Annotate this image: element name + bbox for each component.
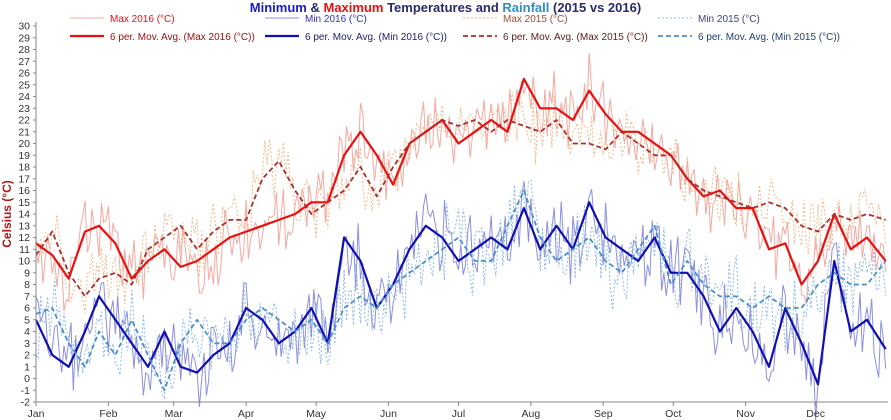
y-tick-label: -1 xyxy=(21,385,30,397)
legend-label-min2016-daily: Min 2016 (°C) xyxy=(305,14,367,25)
legend-label-max2016-avg: 6 per. Mov. Avg. (Max 2016 (°C)) xyxy=(110,32,255,43)
title-rainfall: Rainfall xyxy=(502,0,550,15)
y-tick-label: 27 xyxy=(18,56,30,68)
y-tick-label: 8 xyxy=(24,279,30,291)
x-tick-label-nov: Nov xyxy=(736,408,755,420)
y-tick-label: 22 xyxy=(18,115,30,127)
y-tick-label: 30 xyxy=(18,21,30,33)
chart-title: Minimum & Maximum Temperatures and Rainf… xyxy=(0,0,891,16)
x-tick-label-may: May xyxy=(306,408,327,420)
y-tick-label: 25 xyxy=(18,79,30,91)
y-tick-label: 7 xyxy=(24,291,30,303)
series-line-max2015-daily xyxy=(35,91,887,313)
y-tick-label: 29 xyxy=(18,32,30,44)
x-tick-label-sep: Sep xyxy=(594,408,613,420)
series-line-max2015-avg xyxy=(35,119,886,298)
legend-label-min2015-daily: Min 2015 (°C) xyxy=(698,14,760,25)
legend-label-max2015-daily: Max 2015 (°C) xyxy=(503,14,568,25)
x-tick-label-dec: Dec xyxy=(806,408,825,420)
series-line-max2016-avg xyxy=(35,77,887,286)
y-tick-label: 5 xyxy=(24,314,30,326)
y-tick-label: 12 xyxy=(18,232,30,244)
y-tick-label: 26 xyxy=(18,68,30,80)
x-tick-label-jul: Jul xyxy=(452,408,465,420)
y-tick-label: 23 xyxy=(18,103,30,115)
y-tick-label: 6 xyxy=(24,303,30,315)
title-middle: Temperatures and xyxy=(383,0,503,15)
daily-lines-group xyxy=(35,52,887,420)
y-tick-label: 3 xyxy=(24,338,30,350)
series-line-max2016-daily xyxy=(35,52,887,312)
y-tick-label: 14 xyxy=(18,209,30,221)
y-tick-label: 4 xyxy=(24,326,30,338)
moving-average-lines-group xyxy=(35,77,887,392)
legend-group: Max 2016 (°C) Min 2016 (°C) Max 2015 (°C) M… xyxy=(70,14,840,43)
y-tick-label: 15 xyxy=(18,197,30,209)
y-tick-label: 2 xyxy=(24,350,30,362)
legend-label-max2016-daily: Max 2016 (°C) xyxy=(110,14,175,25)
y-tick-label: 18 xyxy=(18,162,30,174)
legend-label-min2016-avg: 6 per. Mov. Avg. (Min 2016 (°C)) xyxy=(305,32,447,43)
x-tick-label-oct: Oct xyxy=(665,408,681,420)
series-line-min2015-avg xyxy=(35,189,887,392)
y-tick-label: 28 xyxy=(18,44,30,56)
y-tick-label: 17 xyxy=(18,173,30,185)
y-tick-label: -2 xyxy=(21,397,30,409)
series-line-min2016-daily xyxy=(35,181,887,420)
y-tick-label: 13 xyxy=(18,220,30,232)
series-line-min2015-daily xyxy=(35,179,887,400)
x-tick-label-feb: Feb xyxy=(99,408,117,420)
y-axis-label: Celsius (°C) xyxy=(0,180,14,247)
title-minimum: Minimum xyxy=(249,0,307,15)
x-tick-label-jun: Jun xyxy=(380,408,397,420)
legend-label-min2015-avg: 6 per. Mov. Avg. (Min 2015 (°C)) xyxy=(698,32,840,43)
y-tick-label: 19 xyxy=(18,150,30,162)
axes-group: -2-1012345678910111213141516171819202122… xyxy=(0,21,888,420)
y-tick-label: 10 xyxy=(18,256,30,268)
title-maximum: Maximum xyxy=(323,0,384,15)
y-tick-label: 9 xyxy=(24,267,30,279)
x-tick-label-aug: Aug xyxy=(522,408,541,420)
y-tick-label: 21 xyxy=(18,126,30,138)
legend-label-max2015-avg: 6 per. Mov. Avg. (Max 2015 (°C)) xyxy=(503,32,648,43)
y-tick-label: 24 xyxy=(18,91,30,103)
x-tick-label-jan: Jan xyxy=(28,408,45,420)
y-tick-label: 16 xyxy=(18,185,30,197)
y-tick-label: 11 xyxy=(19,244,30,256)
title-end: (2015 vs 2016) xyxy=(549,0,642,15)
x-tick-label-apr: Apr xyxy=(238,408,255,420)
y-tick-label: 1 xyxy=(24,361,30,373)
series-line-min2016-avg xyxy=(35,201,887,386)
y-tick-label: 20 xyxy=(18,138,30,150)
x-tick-label-mar: Mar xyxy=(165,408,184,420)
title-and: & xyxy=(306,0,324,15)
y-tick-label: 0 xyxy=(24,373,30,385)
